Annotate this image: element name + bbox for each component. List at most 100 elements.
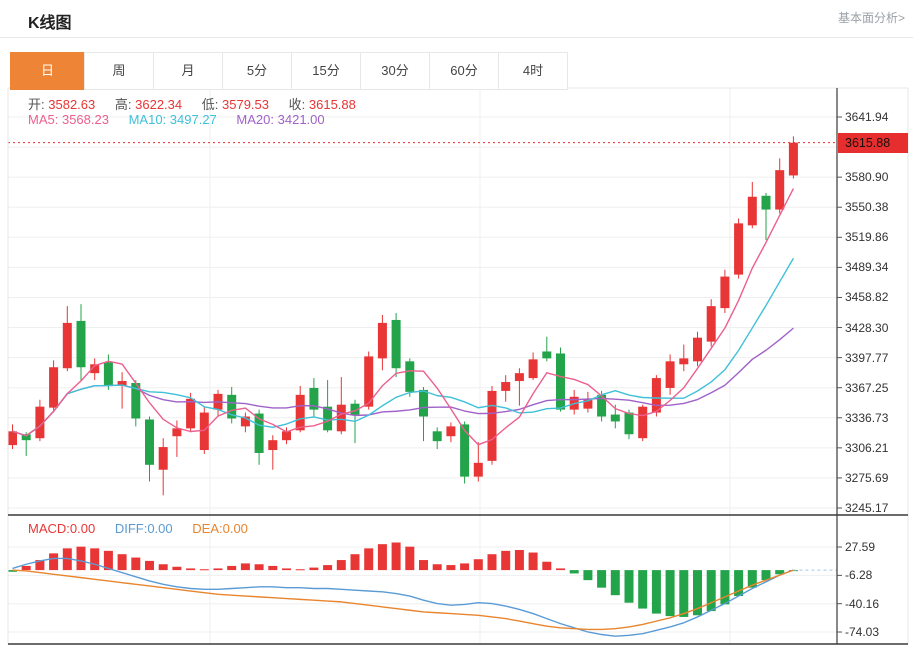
macd-tick-label: -6.28 (845, 568, 873, 583)
price-tick-label: 3367.25 (845, 380, 889, 395)
macd-bar (391, 542, 401, 571)
candle-body (775, 170, 785, 210)
macd-bar (268, 565, 278, 571)
macd-bar (514, 550, 524, 571)
macd-bar (747, 570, 757, 588)
ma10-label: MA10: (128, 112, 167, 127)
candle-body (556, 353, 565, 410)
macd-bar (350, 554, 360, 571)
candle-body (651, 378, 661, 413)
low-value: 3579.53 (222, 97, 269, 112)
macd-bar (487, 554, 497, 571)
macd-bar (528, 552, 538, 571)
macd-bar (158, 564, 168, 571)
fundamental-analysis-link[interactable]: 基本面分析> (837, 11, 905, 25)
tab-4时[interactable]: 4时 (498, 52, 568, 90)
price-tick-label: 3428.30 (845, 320, 889, 335)
macd-bar (556, 568, 565, 571)
dea-label: DEA: (192, 521, 223, 536)
period-tabbar: 日周月 5分 15分 30分 60分 4时 (10, 52, 568, 90)
candle-body (583, 398, 593, 409)
macd-bar (720, 570, 730, 605)
tab-周[interactable]: 周 (84, 52, 154, 90)
candle-body (706, 306, 716, 342)
diff-value: 0.00 (147, 521, 173, 536)
macd-bar (309, 567, 319, 571)
price-tick-label: 3397.77 (845, 350, 889, 365)
macd-bar (432, 564, 442, 571)
candle-body (172, 428, 182, 437)
tab-30分[interactable]: 30分 (360, 52, 430, 90)
price-tick-label: 3275.69 (845, 470, 889, 485)
price-tick-label: 3245.17 (845, 501, 889, 515)
high-value: 3622.34 (135, 97, 183, 112)
macd-bar (446, 565, 456, 571)
candle-body (788, 142, 798, 176)
candle-body (460, 424, 470, 477)
candle-body (62, 322, 72, 369)
tab-日[interactable]: 日 (10, 52, 85, 90)
diff-label: DIFF: (114, 521, 148, 536)
candle-body (734, 223, 744, 275)
price-tick-label: 3641.94 (845, 110, 889, 124)
low-label: 低: (201, 97, 219, 112)
macd-bar (8, 570, 17, 572)
candle-body (528, 359, 538, 379)
diff-line (12, 557, 794, 637)
macd-bar (62, 548, 72, 571)
candle-body (501, 382, 511, 391)
ma5-label: MA5: (28, 112, 59, 127)
candle-body (268, 440, 278, 451)
macd-bar (377, 544, 387, 571)
ohlc-legend: 开: 3582.63 高: 3622.34 低: 3579.53 收: 3615… (28, 94, 372, 113)
open-label: 开: (28, 97, 45, 112)
candle-body (295, 394, 305, 431)
macd-bar (227, 565, 237, 571)
ma20-line (12, 327, 794, 437)
tab-15分[interactable]: 15分 (291, 52, 361, 90)
macd-bar (145, 560, 154, 571)
price-tick-label: 3458.82 (845, 290, 889, 305)
macd-value: 0.00 (69, 521, 96, 536)
candle-body (514, 373, 524, 382)
candle-body (377, 322, 387, 359)
candle-body (419, 389, 428, 417)
macd-bar (295, 569, 305, 571)
macd-bar (693, 570, 702, 616)
candle-body (254, 413, 264, 453)
candle-body (49, 367, 59, 408)
macd-bar (282, 568, 291, 571)
tab-60分[interactable]: 60分 (429, 52, 499, 90)
candle-body (103, 362, 113, 385)
price-tick-label: 3519.86 (845, 230, 889, 245)
candle-body (227, 394, 237, 419)
macd-bar (199, 569, 209, 571)
candle-body (186, 398, 196, 429)
candle-body (323, 406, 333, 431)
macd-bar (323, 565, 333, 571)
ma10-line (12, 257, 795, 437)
macd-bar (638, 570, 648, 609)
macd-bar (419, 560, 428, 571)
candle-body (391, 319, 401, 369)
macd-bar (460, 563, 470, 571)
macd-bar (761, 570, 771, 581)
macd-bar (610, 570, 620, 596)
dea-value: 0.00 (222, 521, 248, 536)
macd-bar (542, 561, 552, 571)
macd-bar (583, 570, 593, 581)
ma-legend: MA5: 3568.23 MA10: 3497.27 MA20: 3421.00 (28, 112, 341, 127)
tab-5分[interactable]: 5分 (222, 52, 292, 90)
macd-bar (90, 548, 100, 571)
price-tick-label: 3336.73 (845, 410, 889, 425)
candle-body (693, 337, 702, 362)
tab-月[interactable]: 月 (153, 52, 223, 90)
title-divider (0, 37, 913, 38)
dea-line (12, 569, 794, 631)
macd-bar (103, 550, 113, 571)
close-value: 3615.88 (308, 97, 356, 112)
macd-bar (364, 548, 374, 571)
candle-body (542, 351, 552, 359)
candle-body (90, 364, 100, 374)
